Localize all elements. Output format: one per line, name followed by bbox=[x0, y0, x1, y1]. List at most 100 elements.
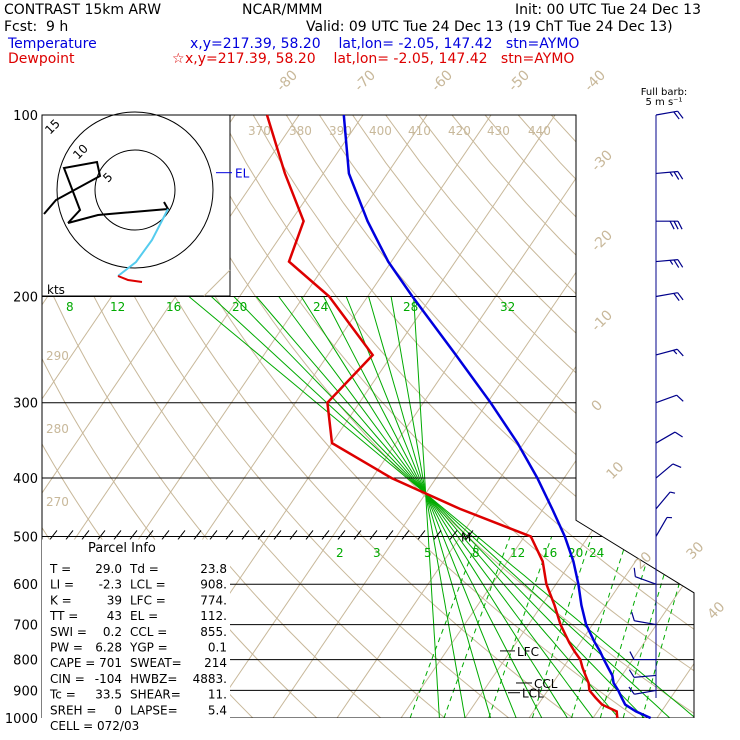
parcel-info-value: -2.3 bbox=[99, 578, 122, 592]
wind-barb bbox=[655, 431, 676, 444]
center-title: NCAR/MMM bbox=[242, 2, 323, 18]
isotherm-label: -80 bbox=[274, 67, 301, 94]
dry-adiabat-line bbox=[352, 115, 694, 718]
dry-adiabat-label: 370 bbox=[248, 124, 271, 138]
dry-adiabat-label: 380 bbox=[289, 124, 312, 138]
dry-adiabat-line bbox=[219, 115, 694, 718]
hatch-mark bbox=[225, 530, 234, 540]
dry-adiabat-label: 270 bbox=[46, 495, 69, 509]
isotherm-label: 40 bbox=[705, 599, 729, 623]
pressure-tick-label: 900 bbox=[13, 684, 38, 699]
mixing-ratio-label: 12 bbox=[110, 300, 125, 314]
dry-adiabat-label: 390 bbox=[329, 124, 352, 138]
dry-adiabat-label: 410 bbox=[408, 124, 431, 138]
hatch-mark bbox=[81, 530, 90, 540]
dry-adiabat-line bbox=[717, 115, 740, 718]
forecast-hour: 9 h bbox=[46, 19, 69, 35]
dry-adiabat-line bbox=[517, 115, 694, 718]
wind-barb-flag bbox=[676, 348, 684, 357]
hatch-mark bbox=[97, 530, 106, 540]
dry-adiabat-line bbox=[87, 115, 574, 718]
wind-barb-flag bbox=[672, 349, 678, 355]
hodograph-trace-base bbox=[117, 275, 143, 283]
wind-barb bbox=[634, 689, 657, 695]
moist-adiabat-line bbox=[188, 296, 694, 718]
parcel-info-key: CAPE = bbox=[50, 656, 95, 670]
wind-barb-flag bbox=[631, 611, 635, 621]
wind-barb-flag bbox=[677, 292, 684, 301]
hodograph-ring bbox=[56, 111, 214, 269]
wind-barb bbox=[655, 463, 674, 479]
parcel-info-cell: CELL = 072/03 bbox=[50, 719, 139, 733]
dry-adiabat-line bbox=[186, 115, 694, 718]
parcel-info-key: EL = bbox=[130, 609, 158, 623]
isotherm-label: -20 bbox=[589, 227, 616, 254]
wind-barb-flag bbox=[673, 171, 680, 180]
hatch-mark bbox=[449, 530, 458, 540]
mixing-ratio-label: 20 bbox=[232, 300, 247, 314]
dry-adiabat-line bbox=[650, 115, 694, 718]
el-label: EL bbox=[235, 167, 250, 181]
parcel-info-title: Parcel Info bbox=[88, 541, 156, 556]
wind-barb bbox=[634, 620, 657, 626]
wind-barb-flag bbox=[677, 110, 684, 119]
hatch-mark bbox=[193, 530, 202, 540]
wind-barb-flag bbox=[672, 463, 682, 468]
pressure-tick-label: 400 bbox=[13, 472, 38, 487]
mixing-ratio-label: 12 bbox=[510, 546, 525, 560]
wind-barb bbox=[655, 491, 671, 510]
moist-adiabat-line bbox=[368, 296, 492, 718]
parcel-info-value: 11. bbox=[208, 688, 227, 702]
isotherm-label: 20 bbox=[632, 549, 656, 573]
parcel-info-key: T = bbox=[49, 562, 71, 576]
dewpoint-profile-line bbox=[265, 114, 619, 719]
hatch-mark bbox=[129, 530, 138, 540]
wind-barb-flag bbox=[674, 431, 683, 438]
pressure-tick-label: 300 bbox=[13, 397, 38, 412]
isotherm-label: 10 bbox=[604, 459, 628, 483]
parcel-info-key: LI = bbox=[50, 578, 74, 592]
hatch-mark bbox=[65, 530, 74, 540]
dry-adiabat-label: 290 bbox=[46, 349, 69, 363]
parcel-info-key: CCL = bbox=[130, 625, 167, 639]
mixing-ratio-label: 24 bbox=[589, 546, 604, 560]
wind-barb-flag bbox=[673, 111, 680, 120]
hatch-mark bbox=[289, 530, 298, 540]
parcel-info-value: 6.28 bbox=[95, 641, 122, 655]
pressure-tick-label: 700 bbox=[13, 619, 38, 634]
dewpoint-legend: Dewpoint bbox=[8, 51, 75, 67]
dry-adiabat-label: 440 bbox=[528, 124, 551, 138]
wind-barb-flag bbox=[669, 260, 674, 265]
parcel-info-value: 214 bbox=[204, 656, 227, 670]
hatch-mark bbox=[433, 530, 442, 540]
parcel-info-value: 0 bbox=[114, 703, 122, 717]
parcel-info-value: -104 bbox=[95, 672, 122, 686]
mixing-ratio-label: 2 bbox=[336, 546, 344, 560]
isotherm-label: -40 bbox=[582, 67, 609, 94]
hatch-mark bbox=[417, 530, 426, 540]
mixing-ratio-label: 16 bbox=[166, 300, 181, 314]
pressure-tick-label: 500 bbox=[13, 530, 38, 545]
parcel-info-key: SREH = bbox=[50, 703, 96, 717]
parcel-info-value: 5.4 bbox=[208, 703, 227, 717]
parcel-info-value: 33.5 bbox=[95, 688, 122, 702]
parcel-info-value: 0.1 bbox=[208, 641, 227, 655]
wind-barb-flag bbox=[670, 491, 676, 494]
parcel-info-value: 701 bbox=[99, 656, 122, 670]
hatch-mark bbox=[161, 530, 170, 540]
parcel-info-key: PW = bbox=[50, 641, 83, 655]
parcel-info-value: 39 bbox=[107, 593, 122, 607]
dry-adiabat-line bbox=[120, 115, 638, 718]
plot-border bbox=[42, 114, 695, 718]
isotherm-label: -30 bbox=[589, 147, 616, 174]
hatch-mark bbox=[209, 530, 218, 540]
wind-barb-flag bbox=[628, 686, 635, 695]
wind-barb bbox=[634, 674, 657, 678]
hatch-mark bbox=[145, 530, 154, 540]
mixing-ratio-label: 28 bbox=[403, 300, 418, 314]
init-time: Init: 00 UTC Tue 24 Dec 13 bbox=[515, 2, 701, 18]
hatch-mark bbox=[305, 530, 314, 540]
dry-adiabat-line bbox=[617, 115, 694, 718]
dry-adiabat-label: 280 bbox=[46, 422, 69, 436]
temperature-location: x,y=217.39, 58.20 lat,lon= -2.05, 147.42… bbox=[190, 36, 580, 52]
